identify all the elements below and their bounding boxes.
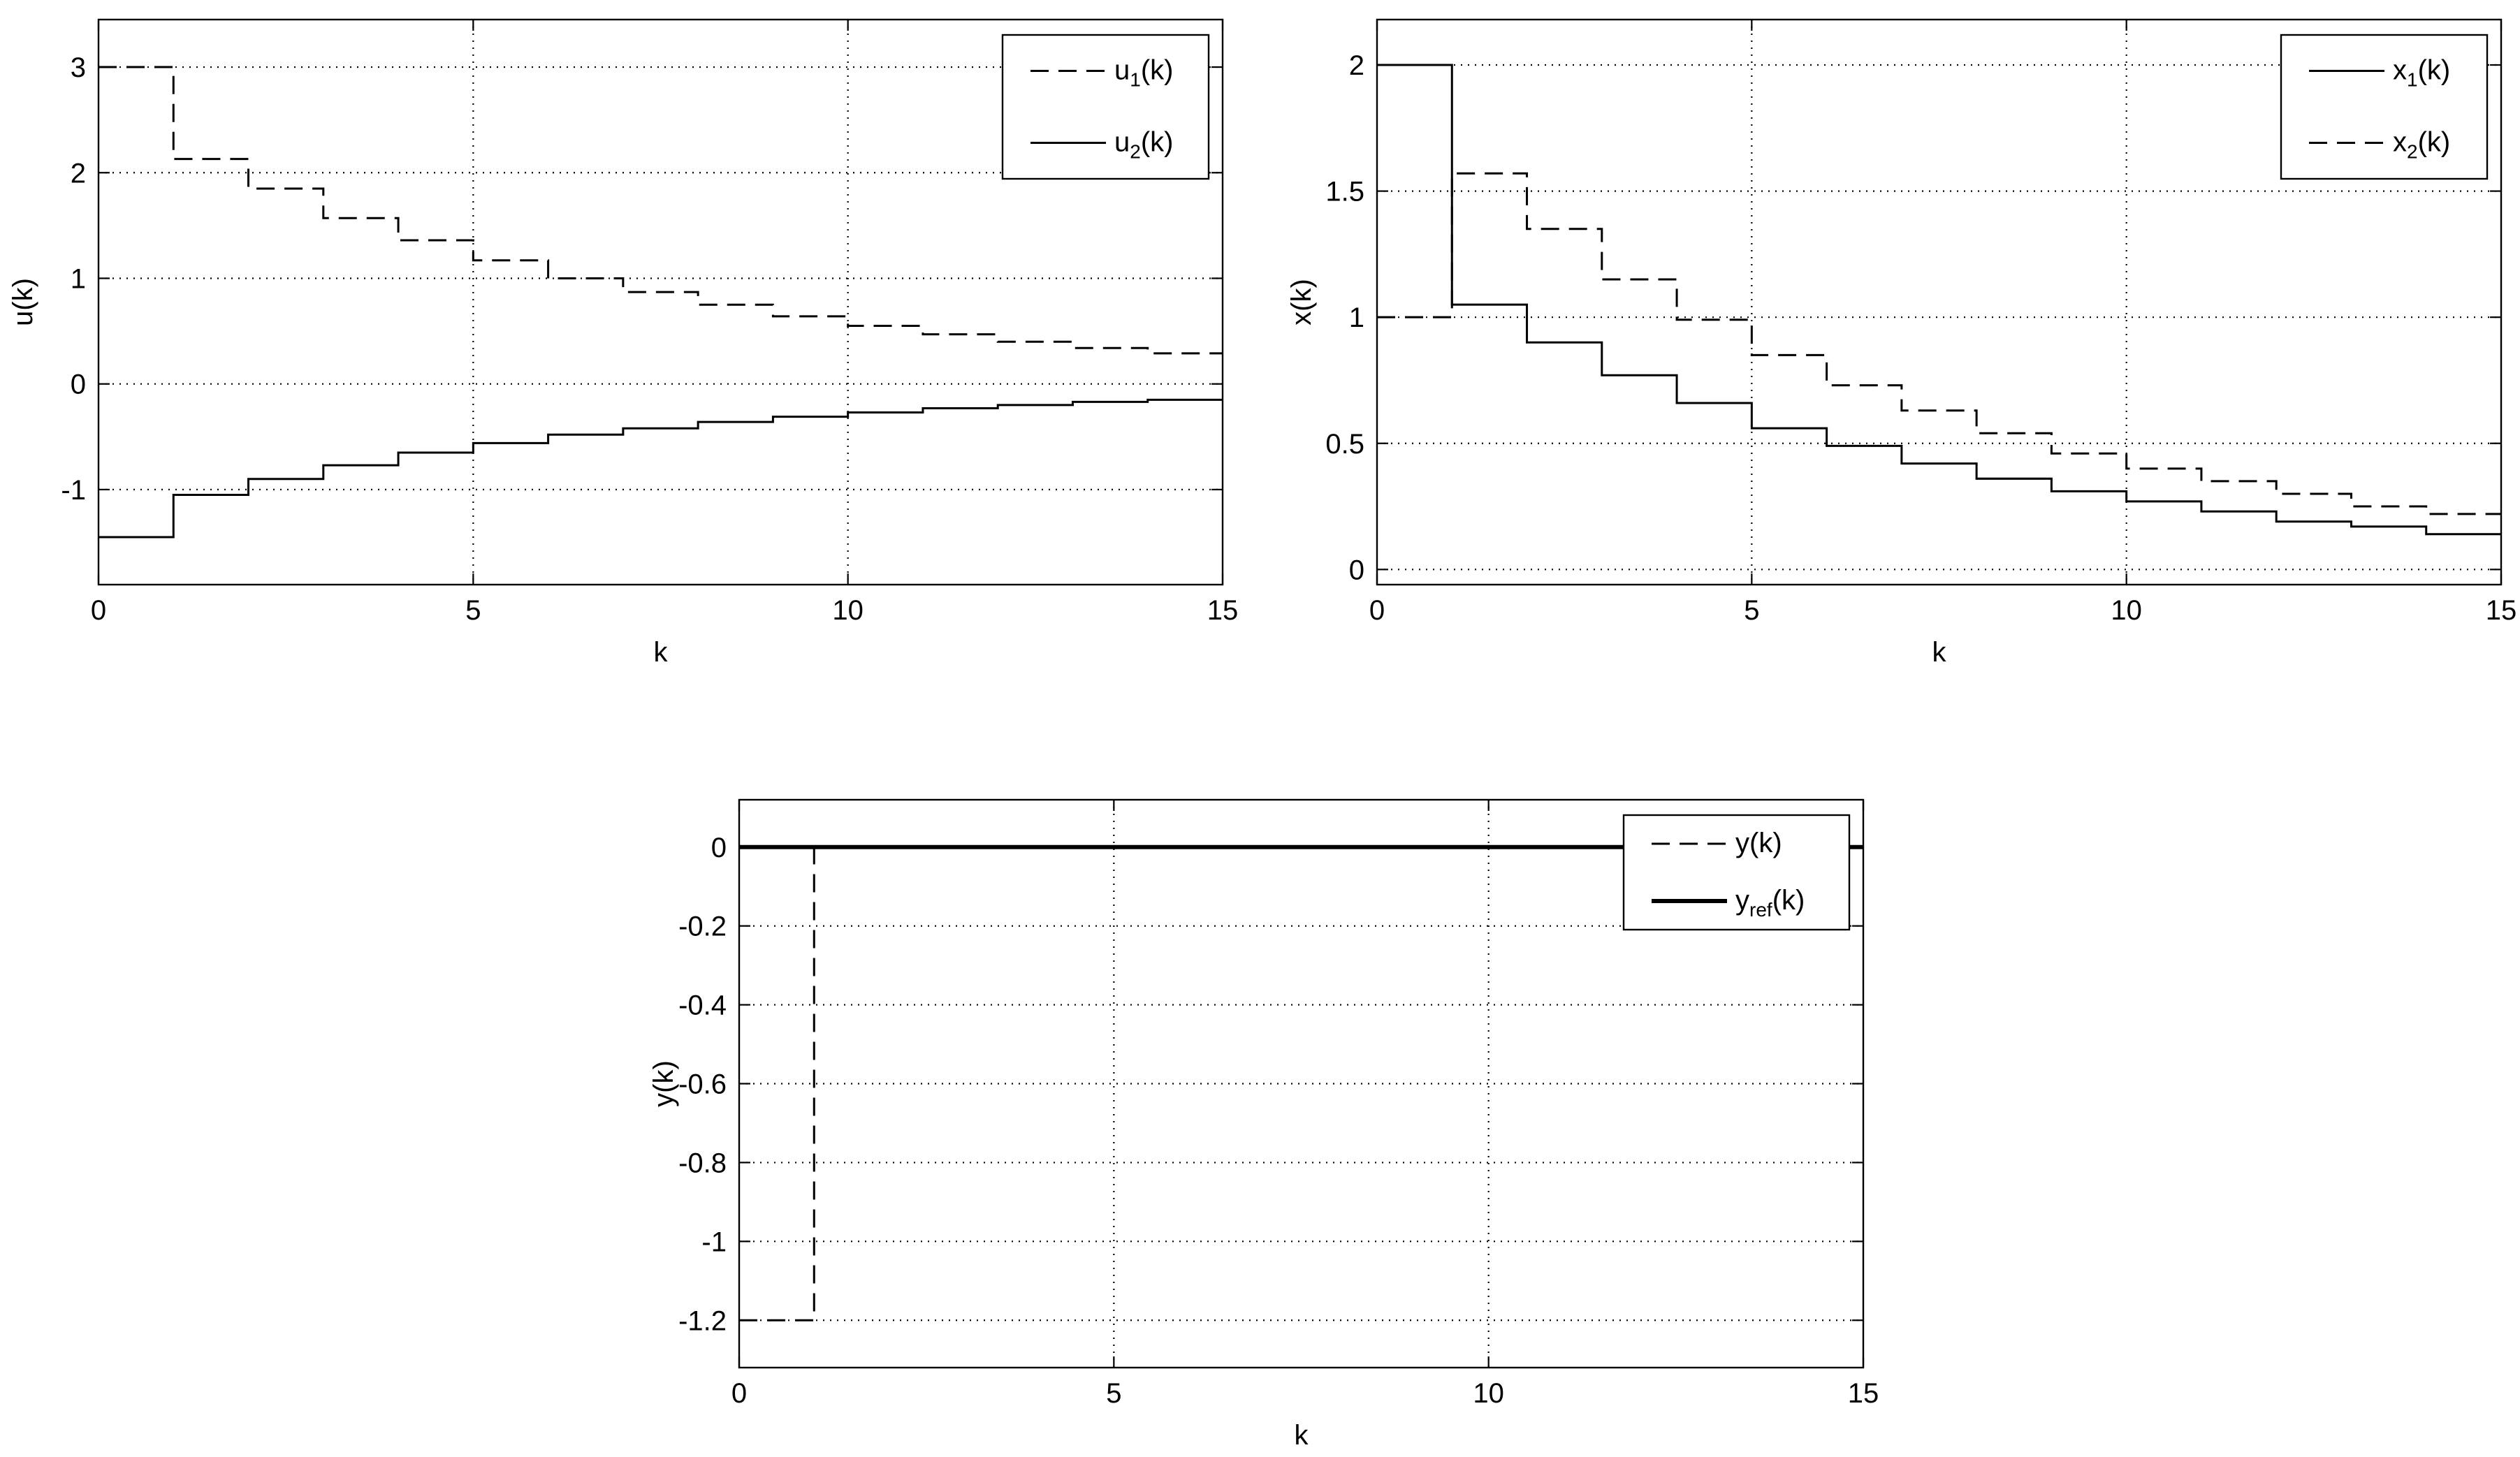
u-ytick-label-1: 0 [71,369,86,400]
y-ytick-label-4: -0.4 [678,990,727,1021]
y-legend-label-1: yref(k) [1735,885,1805,921]
y-xlabel: k [1295,1420,1309,1451]
y-ytick-label-2: -0.8 [678,1148,727,1178]
x-xtick-label-3: 15 [2486,595,2517,626]
u-xlabel: k [654,637,669,668]
y-xtick-label-1: 5 [1106,1378,1121,1409]
u-legend-label-0: u1(k) [1114,55,1173,91]
x-xtick-label-1: 5 [1744,595,1759,626]
y-xtick-label-2: 10 [1473,1378,1504,1409]
x-legend: x1(k) x2(k) [2280,34,2489,180]
y-ytick-label-6: 0 [711,833,727,863]
u-ytick-label-2: 1 [71,263,86,294]
u-plot: 0 5 10 15 -1 0 1 2 3 k u(k) u1(k) u2(k) [8,18,1239,668]
y-legend-box [1622,814,1851,931]
u-xtick-label-1: 5 [465,595,481,626]
u-series-group [99,66,1223,539]
x-ylabel: x(k) [1286,279,1317,325]
u-xtick-label-2: 10 [832,595,864,626]
x-plot: 0 5 10 15 0 0.5 1 1.5 2 k x(k) x1(k) x2(k) [1286,18,2517,668]
u-ytick-label-4: 3 [71,52,86,83]
y-ylabel: y(k) [648,1060,679,1107]
y-ytick-label-1: -1 [701,1227,727,1257]
y-ytick-label-5: -0.2 [678,911,727,942]
y-xtick-label-3: 15 [1848,1378,1879,1409]
x-legend-label-0: x1(k) [2393,55,2450,91]
x-ytick-label-3: 1.5 [1325,177,1364,207]
y-legend-label-0: y(k) [1735,828,1782,858]
x-ytick-label-2: 1 [1349,302,1364,333]
u-ytick-label-3: 2 [71,158,86,189]
x-series-1-line [1377,172,2501,515]
u-legend: u1(k) u2(k) [1001,34,1210,180]
u-xtick-label-0: 0 [91,595,106,626]
x-legend-label-1: x2(k) [2393,127,2450,163]
y-ytick-label-3: -0.6 [678,1069,727,1100]
x-legend-box [2280,34,2489,180]
u-series-0-line [99,66,1223,355]
y-legend: y(k) yref(k) [1622,814,1851,931]
x-series-group [1377,64,2501,536]
u-series-1-line [99,398,1223,539]
u-ytick-label-0: -1 [61,475,86,506]
y-ytick-label-0: -1.2 [678,1305,727,1336]
x-ytick-label-1: 0.5 [1325,429,1364,460]
u-legend-label-1: u2(k) [1114,127,1173,163]
x-series-0-line [1377,64,2501,536]
u-xtick-label-3: 15 [1207,595,1239,626]
u-legend-box [1001,34,1210,180]
x-xtick-label-0: 0 [1369,595,1385,626]
y-xtick-label-0: 0 [731,1378,747,1409]
x-ytick-label-0: 0 [1349,555,1364,585]
u-ylabel: u(k) [8,278,38,326]
x-xtick-label-2: 10 [2111,595,2142,626]
y-plot: 0 5 10 15 -1.2 -1 -0.8 -0.6 -0.4 -0.2 0 k y(k) y(k) yr… [648,798,1879,1451]
x-xlabel: k [1932,637,1947,668]
x-ytick-label-4: 2 [1349,50,1364,81]
